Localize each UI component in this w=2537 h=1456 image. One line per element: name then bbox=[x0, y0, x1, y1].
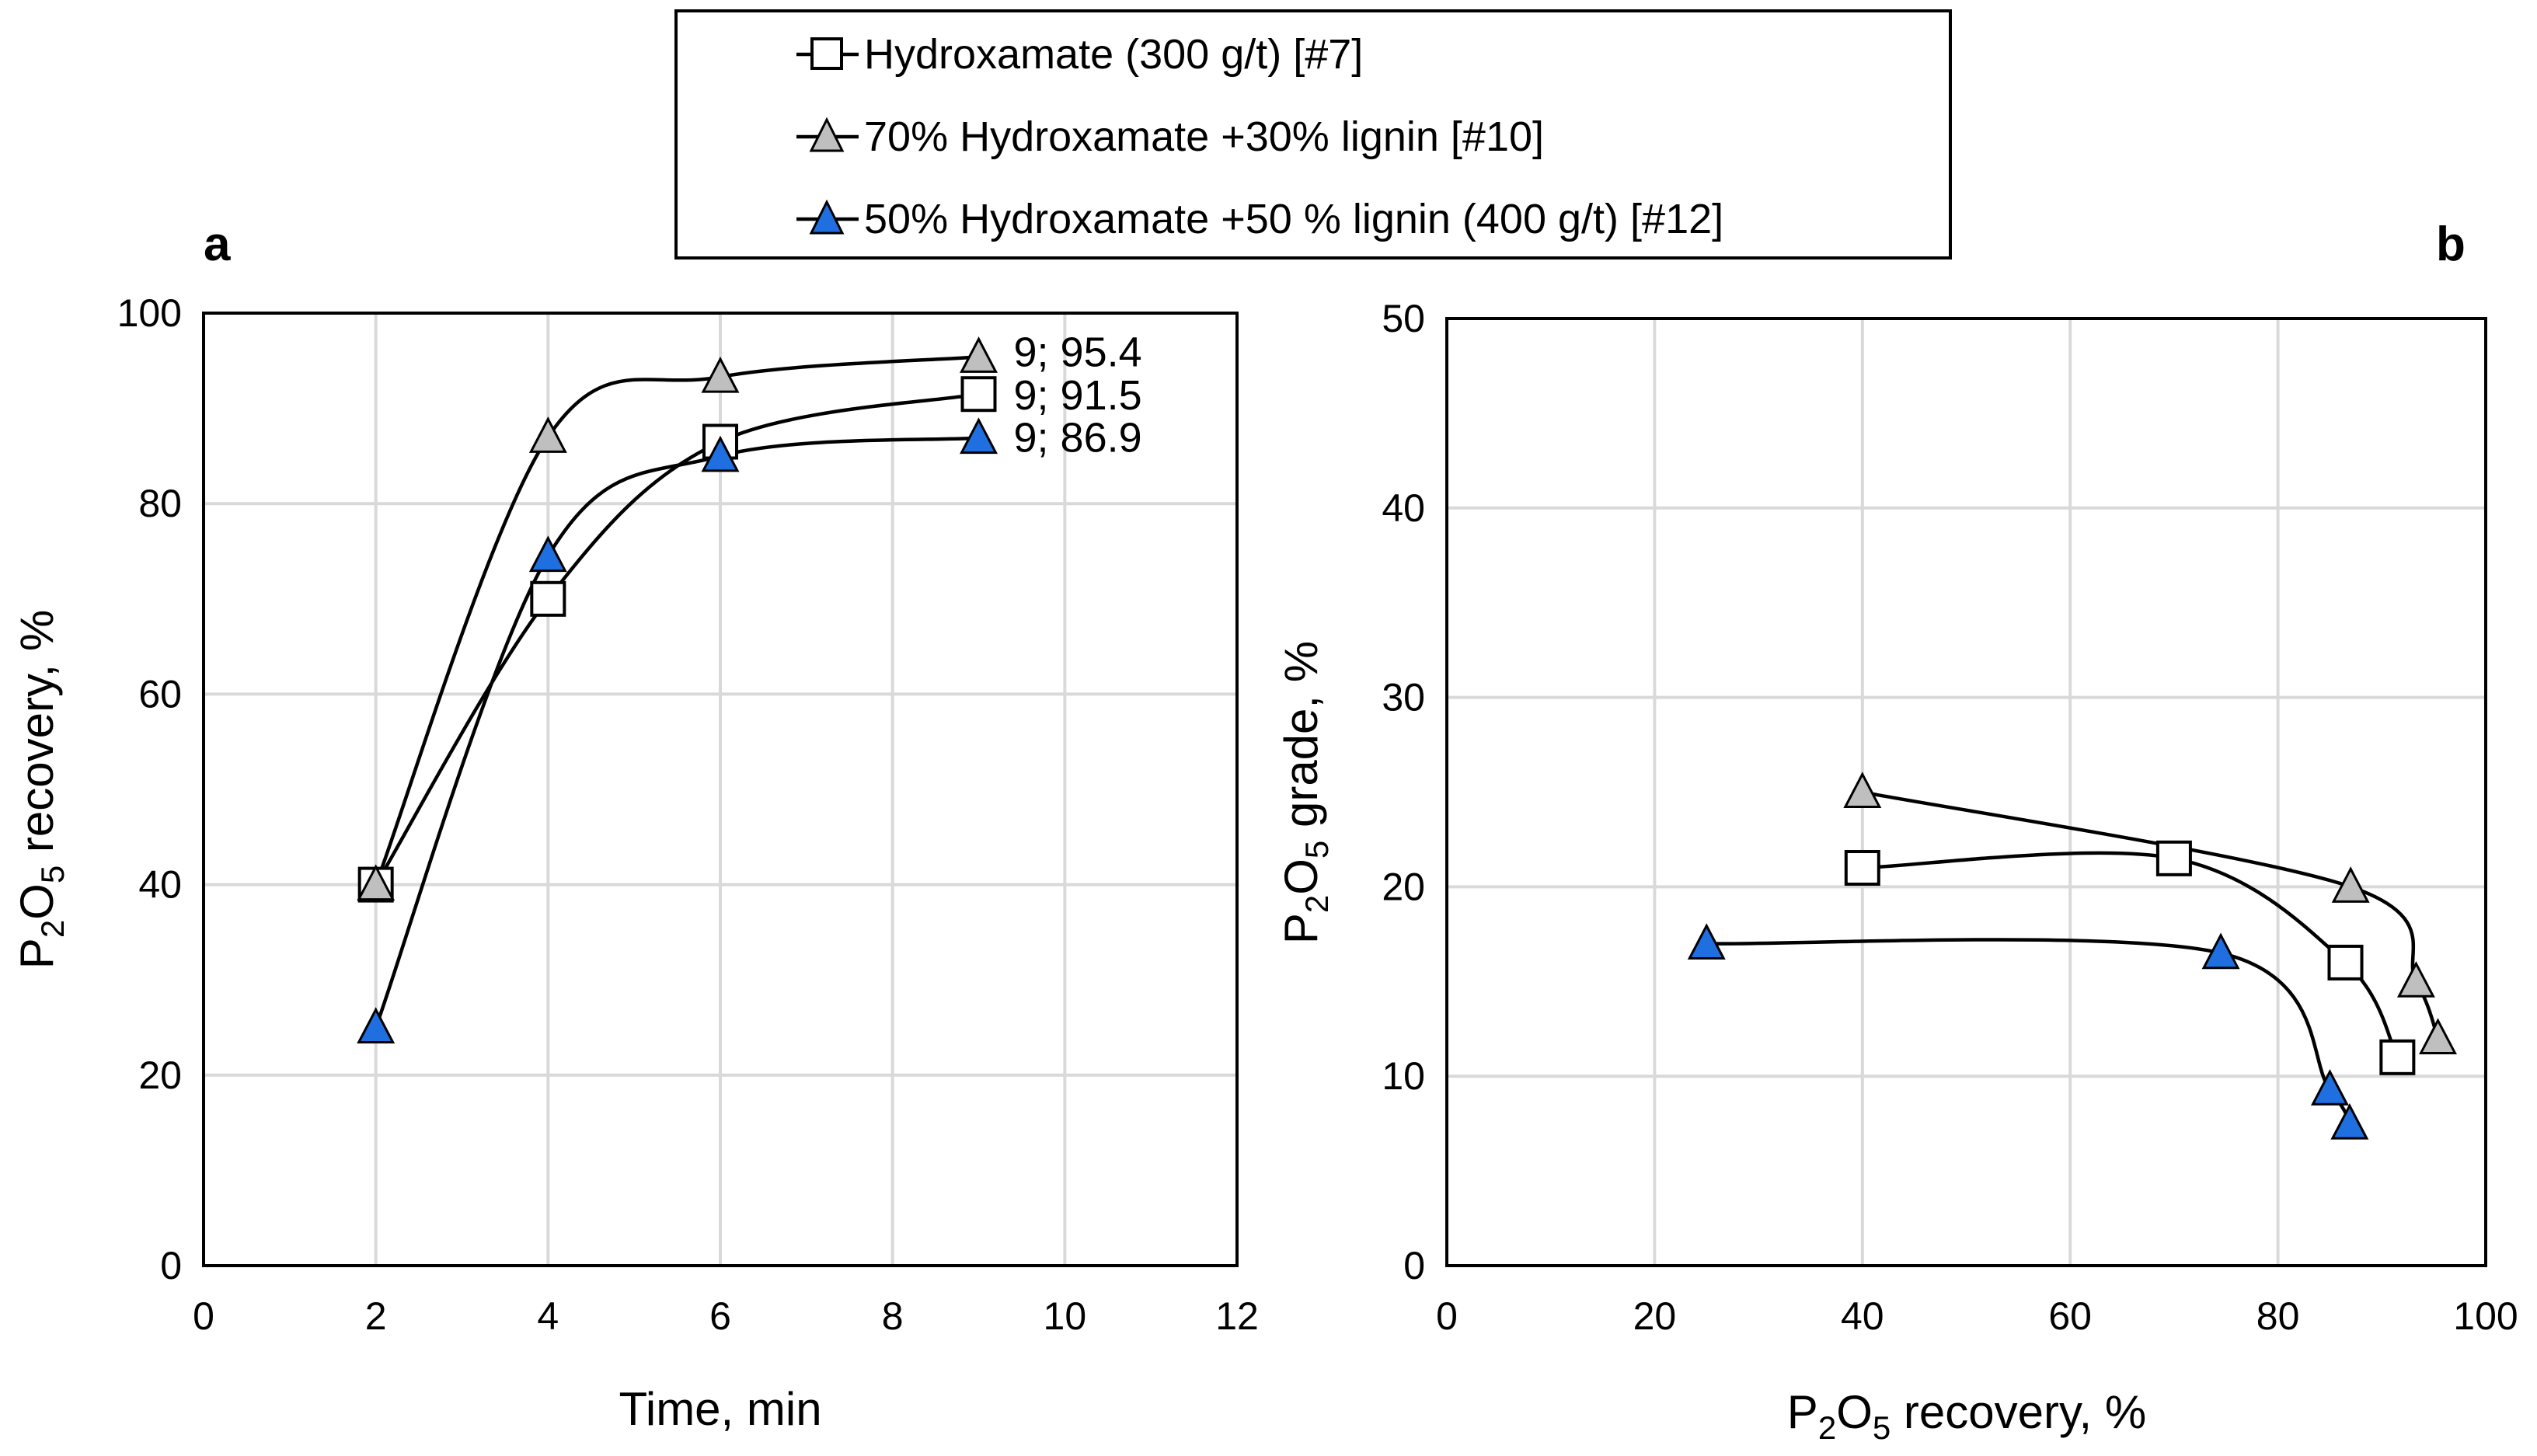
legend-box bbox=[674, 9, 1952, 260]
legend-gray-triangle-marker bbox=[809, 117, 845, 152]
data-point-triangle bbox=[960, 336, 998, 373]
y-tick-label: 100 bbox=[117, 291, 182, 335]
data-point-triangle bbox=[1687, 923, 1726, 960]
legend-item-hydroxamate: Hydroxamate (300 g/t) [#7] bbox=[796, 31, 1363, 78]
y-tick-label: 60 bbox=[138, 672, 182, 716]
data-point-square bbox=[2379, 1039, 2416, 1075]
series-line-1 bbox=[1862, 790, 2440, 1040]
y-tick-label: 20 bbox=[1382, 865, 1425, 908]
data-point-triangle bbox=[701, 435, 740, 472]
x-tick-label: 20 bbox=[1633, 1294, 1677, 1338]
x-tick-label: 40 bbox=[1841, 1294, 1884, 1338]
y-axis-title: P2O5 grade, % bbox=[1275, 641, 1335, 944]
tick-labels: 0 2 4 6 8 10 12 0 20 40 60 80 100 bbox=[117, 291, 1259, 1338]
y-tick-label: 0 bbox=[1403, 1244, 1425, 1287]
x-tick-label: 0 bbox=[193, 1294, 214, 1338]
data-point-triangle bbox=[701, 356, 740, 393]
y-tick-label: 30 bbox=[1382, 676, 1425, 719]
legend-square-marker bbox=[810, 37, 843, 70]
legend-label: 50% Hydroxamate +50 % lignin (400 g/t) [… bbox=[864, 196, 1723, 242]
data-point-triangle bbox=[2419, 1018, 2457, 1054]
panel-letter-a: a bbox=[204, 218, 231, 271]
chart-panel-b: 0 20 40 60 80 100 0 10 20 30 40 50 P2O5 recovery, %… bbox=[1275, 297, 2518, 1446]
data-point-triangle bbox=[2201, 932, 2240, 970]
data-point-square bbox=[2327, 944, 2364, 981]
data-point-triangle bbox=[357, 864, 396, 901]
tick-labels: 0 20 40 60 80 100 0 10 20 30 40 50 bbox=[1382, 297, 2518, 1338]
data-point-square bbox=[960, 376, 997, 413]
plot-area-frame bbox=[202, 312, 1239, 1267]
x-tick-label: 60 bbox=[2048, 1294, 2092, 1338]
legend-item-70-hydroxamate: 70% Hydroxamate +30% lignin [#10] bbox=[796, 113, 1544, 160]
legend: Hydroxamate (300 g/t) [#7] 70% Hydroxama… bbox=[674, 9, 1952, 260]
data-point-triangle bbox=[2396, 961, 2435, 998]
y-axis-title: P2O5 recovery, % bbox=[11, 610, 71, 969]
x-tick-label: 12 bbox=[1215, 1294, 1259, 1338]
plot-area-frame bbox=[1445, 317, 2487, 1267]
series-line-2 bbox=[374, 436, 979, 1029]
data-label: 9; 91.5 bbox=[1014, 372, 1142, 419]
x-tick-label: 4 bbox=[537, 1294, 559, 1338]
grid-lines bbox=[1447, 319, 2486, 1266]
y-tick-label: 40 bbox=[1382, 486, 1425, 530]
data-point-triangle bbox=[2331, 866, 2370, 903]
y-tick-label: 20 bbox=[138, 1054, 182, 1097]
y-tick-label: 50 bbox=[1382, 297, 1425, 340]
point-annotations: 9; 95.49; 91.59; 86.9 bbox=[1014, 329, 1142, 461]
x-tick-label: 100 bbox=[2453, 1294, 2518, 1338]
data-point-square bbox=[1844, 850, 1880, 886]
x-tick-label: 10 bbox=[1044, 1294, 1087, 1338]
data-point-triangle bbox=[2310, 1069, 2349, 1106]
x-tick-label: 2 bbox=[365, 1294, 387, 1338]
data-point-square bbox=[2155, 840, 2192, 876]
y-tick-label: 10 bbox=[1382, 1054, 1425, 1098]
data-point-triangle bbox=[528, 535, 567, 573]
legend-label: 70% Hydroxamate +30% lignin [#10] bbox=[864, 113, 1544, 160]
series-line-0 bbox=[374, 392, 979, 886]
y-tick-label: 80 bbox=[138, 482, 182, 525]
chart-panel-a: 0 2 4 6 8 10 12 0 20 40 60 80 100 9; 95.49; 91.59; 8… bbox=[11, 291, 1259, 1435]
y-tick-label: 0 bbox=[160, 1244, 182, 1287]
series-line-0 bbox=[1862, 851, 2399, 1058]
x-tick-label: 0 bbox=[1436, 1294, 1458, 1338]
x-tick-label: 8 bbox=[882, 1294, 904, 1338]
legend-item-50-hydroxamate: 50% Hydroxamate +50 % lignin (400 g/t) [… bbox=[796, 196, 1723, 242]
panel-letter-b: b bbox=[2436, 218, 2466, 271]
x-tick-label: 80 bbox=[2256, 1294, 2300, 1338]
data-label: 9; 86.9 bbox=[1014, 415, 1142, 462]
series-layer bbox=[1687, 772, 2457, 1140]
data-point-triangle bbox=[2330, 1102, 2369, 1140]
x-tick-label: 6 bbox=[709, 1294, 731, 1338]
data-point-triangle bbox=[960, 417, 998, 455]
data-point-triangle bbox=[1843, 772, 1882, 808]
legend-label: Hydroxamate (300 g/t) [#7] bbox=[864, 31, 1363, 78]
series-line-2 bbox=[1706, 938, 2351, 1125]
x-axis-title: P2O5 recovery, % bbox=[1787, 1386, 2146, 1446]
data-point-triangle bbox=[357, 1007, 396, 1043]
data-point-square bbox=[530, 580, 566, 617]
data-label: 9; 95.4 bbox=[1014, 329, 1142, 375]
data-point-triangle bbox=[528, 416, 567, 453]
y-tick-label: 40 bbox=[138, 863, 182, 907]
series-layer bbox=[357, 336, 998, 1043]
x-axis-title: Time, min bbox=[619, 1383, 821, 1435]
series-line-1 bbox=[374, 355, 979, 886]
legend-blue-triangle-marker bbox=[809, 199, 845, 235]
